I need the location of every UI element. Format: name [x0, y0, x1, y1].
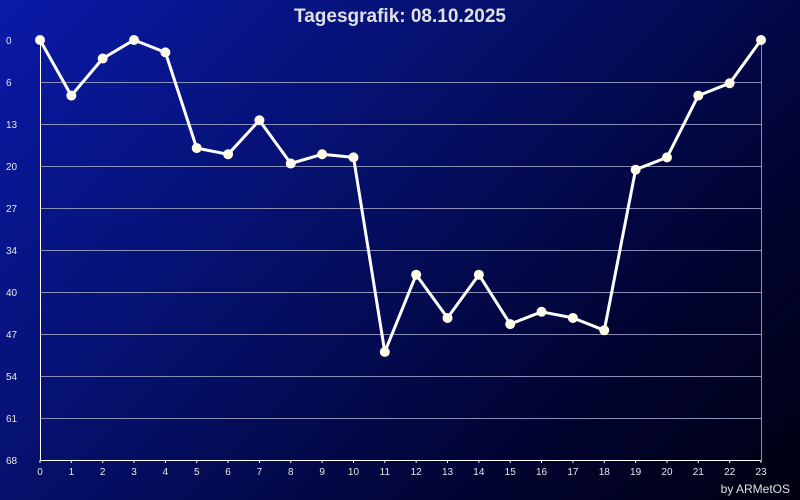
data-point: [442, 312, 453, 323]
x-tick-label: 7: [257, 467, 263, 478]
y-tick-label: 13: [6, 120, 18, 131]
data-point: [97, 53, 108, 64]
data-point: [411, 269, 422, 280]
data-point: [379, 346, 390, 357]
data-point: [505, 319, 516, 330]
data-point: [285, 158, 296, 169]
data-point: [473, 269, 484, 280]
x-tick-label: 1: [69, 467, 75, 478]
x-tick-label: 23: [755, 467, 767, 478]
data-point: [756, 35, 766, 45]
y-tick-label: 27: [6, 204, 18, 215]
y-tick-label: 20: [6, 162, 18, 173]
y-tick-label: 40: [6, 288, 18, 299]
y-tick-label: 0: [6, 36, 12, 47]
x-tick-label: 8: [288, 467, 294, 478]
x-tick-label: 4: [163, 467, 169, 478]
x-tick-label: 11: [380, 467, 391, 478]
data-points: [35, 35, 766, 357]
data-point: [536, 306, 547, 317]
data-point: [160, 47, 171, 58]
credit-label: by ARMetOS: [720, 482, 790, 496]
x-tick-label: 17: [567, 467, 579, 478]
data-point: [724, 78, 735, 89]
series-line: [38, 38, 763, 354]
data-point: [129, 35, 140, 45]
x-tick-label: 10: [348, 467, 360, 478]
data-point: [191, 143, 202, 154]
y-tick-label: 61: [6, 414, 18, 425]
y-tick-label: 47: [6, 330, 18, 341]
y-tick-label: 68: [6, 456, 18, 467]
data-point: [630, 164, 641, 175]
x-tick-label: 12: [411, 467, 423, 478]
x-tick-label: 13: [442, 467, 454, 478]
data-point: [693, 90, 704, 101]
data-point: [661, 152, 672, 163]
series-line: [38, 38, 763, 354]
y-tick-label: 6: [6, 78, 12, 89]
data-point: [66, 90, 77, 101]
x-tick-label: 0: [37, 467, 43, 478]
x-tick-label: 22: [724, 467, 736, 478]
data-point: [254, 115, 265, 126]
x-tick-label: 2: [100, 467, 106, 478]
x-tick-label: 20: [661, 467, 673, 478]
y-tick-labels: 0 6 13 20 27 34 40 47 54 61 68: [6, 36, 18, 467]
x-tick-label: 9: [319, 467, 325, 478]
x-tick-label: 15: [505, 467, 517, 478]
chart-title: Tagesgrafik: 08.10.2025: [294, 6, 506, 27]
data-point: [348, 152, 359, 163]
x-tick-label: 6: [225, 467, 231, 478]
data-point: [317, 149, 328, 160]
x-tick-label: 21: [693, 467, 705, 478]
y-tick-label: 54: [6, 372, 18, 383]
x-tick-label: 16: [536, 467, 548, 478]
x-tick-label: 14: [473, 467, 485, 478]
x-tick-labels: 0 1 2 3 4 5 6 7 8 9 10 11 12 13 14 15 16 17 18 19 20 21 22 23: [37, 460, 767, 478]
axes: [40, 40, 762, 461]
grid-lines: [40, 82, 761, 461]
data-point: [567, 312, 578, 323]
x-tick-label: 3: [131, 467, 137, 478]
data-point: [35, 35, 45, 45]
data-point: [599, 325, 610, 336]
y-tick-label: 34: [6, 246, 18, 257]
x-tick-label: 5: [194, 467, 200, 478]
x-tick-label: 18: [599, 467, 611, 478]
x-tick-label: 19: [630, 467, 642, 478]
data-point: [223, 149, 234, 160]
